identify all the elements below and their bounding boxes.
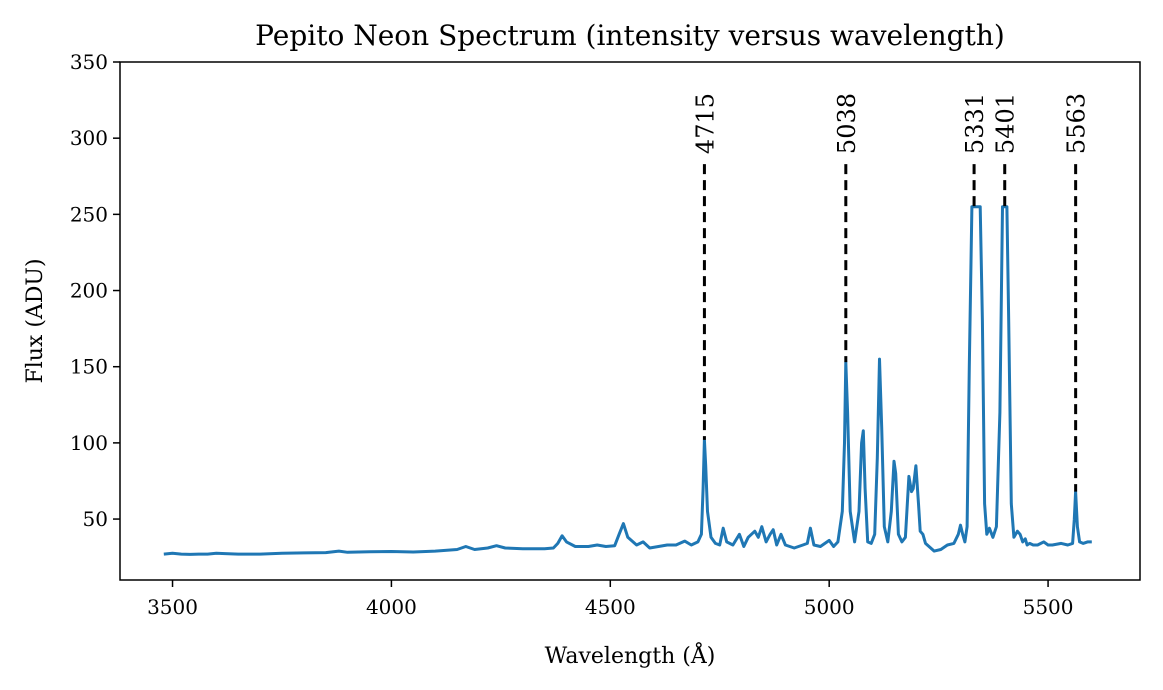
- line-label-5401: 5401: [992, 93, 1020, 154]
- x-axis-label: Wavelength (Å): [545, 641, 716, 669]
- y-tick-label-300: 300: [70, 126, 108, 150]
- series-line-0: [163, 205, 1092, 556]
- x-tick-label-4000: 4000: [366, 595, 417, 619]
- x-tick-label-5500: 5500: [1023, 595, 1074, 619]
- plot-area: 4715 5038 5331 5401 5563 3500 4000 4500 5000 5500…: [70, 50, 1141, 619]
- y-tick-label-150: 150: [70, 355, 108, 379]
- y-axis-label: Flux (ADU): [23, 258, 48, 383]
- axes-frame: [119, 61, 1141, 581]
- y-tick-label-350: 350: [70, 50, 108, 74]
- y-tick-label-200: 200: [70, 279, 108, 303]
- y-tick-label-50: 50: [83, 507, 108, 531]
- line-label-5038: 5038: [833, 93, 861, 154]
- line-label-5563: 5563: [1063, 93, 1091, 154]
- line-label-4715: 4715: [691, 93, 719, 154]
- x-tick-label-3500: 3500: [147, 595, 198, 619]
- y-tick-label-250: 250: [70, 202, 108, 226]
- x-tick-label-4500: 4500: [585, 595, 636, 619]
- chart-title: Pepito Neon Spectrum (intensity versus w…: [255, 19, 1005, 52]
- line-label-5331: 5331: [961, 93, 989, 154]
- y-tick-label-100: 100: [70, 431, 108, 455]
- x-tick-label-5000: 5000: [804, 595, 855, 619]
